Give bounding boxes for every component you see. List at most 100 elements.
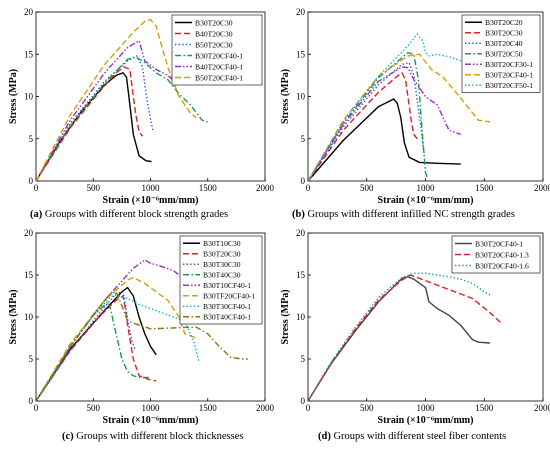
panel-b-y-tick-label: 0 (301, 176, 306, 186)
panel-d-chart: 0 500 1000 1500 2000 0 5 10 15 20 Strain (×10⁻⁶mm/… (280, 228, 550, 426)
panel-c-x-tick-label: 0 (34, 403, 39, 413)
caption-c-label: (c) (62, 431, 74, 442)
panel-c-x-axis-label: Strain (×10⁻⁶mm/mm) (103, 415, 199, 426)
panel-d-y-axis-label: Stress (MPa) (280, 289, 291, 344)
panel-c-legend-label: B30T30CF40-1 (203, 302, 251, 311)
panel-b-y-tick-label: 15 (296, 49, 306, 59)
panel-d-y-tick-label: 20 (296, 228, 306, 238)
panel-b-series-line-5 (308, 66, 462, 181)
caption-b-text: Groups with different infilled NC streng… (307, 209, 515, 220)
caption-a: (a) Groups with different block strength… (30, 209, 228, 220)
panel-c-y-axis-label: Stress (MPa) (8, 289, 19, 344)
panel-a-y-tick-label: 5 (29, 134, 34, 144)
panel-a-series-line-6 (36, 18, 197, 181)
panel-a-legend-label: B30T20CF40-1 (195, 51, 243, 60)
panel-b-x-tick-label: 500 (360, 183, 374, 193)
panel-c-y-tick-label: 0 (29, 396, 34, 406)
panel-d-legend-label: B30T20CF40-1 (475, 239, 523, 248)
panel-c-legend-label: B30TF20CF40-1 (203, 292, 256, 301)
panel-d-x-tick-label: 2000 (534, 403, 550, 413)
panel-a-x-tick-label: 500 (87, 183, 101, 193)
panel-c-legend-label: B30T40CF40-1 (203, 313, 251, 322)
panel-c-series-line-1 (36, 286, 157, 401)
panel-b-x-tick-label: 0 (306, 183, 311, 193)
panel-d-y-tick-label: 0 (301, 396, 306, 406)
panel-a-y-tick-label: 15 (24, 49, 34, 59)
panel-b-y-axis-label: Stress (MPa) (280, 69, 291, 124)
panel-c-chart: 0 500 1000 1500 2000 0 5 10 15 20 Strain (×10⁻⁶mm/… (8, 228, 275, 426)
caption-c: (c) Groups with different block thicknes… (62, 431, 243, 442)
panel-c-legend-label: B30T10CF40-1 (203, 281, 251, 290)
panel-a-x-axis-label: Strain (×10⁻⁶mm/mm) (103, 195, 199, 206)
panel-c-y-tick-label: 20 (24, 228, 34, 238)
panel-d-series-line-1 (308, 275, 491, 401)
panel-c-y-tick-label: 15 (24, 270, 34, 280)
panel-b-legend-box (461, 14, 541, 93)
panel-b-legend-label: B30T20C50 (485, 50, 523, 59)
panel-c-series-line-3 (36, 290, 137, 401)
panel-b-chart: 0 500 1000 1500 2000 0 5 10 15 20 Strain (×10⁻⁶mm/… (280, 7, 550, 206)
panel-a-x-tick-label: 1500 (199, 183, 218, 193)
panel-b-x-tick-label: 1000 (417, 183, 436, 193)
panel-a-series-line-2 (36, 66, 144, 181)
panel-a-y-tick-label: 20 (24, 7, 34, 17)
panel-d-legend-label: B30T20CF40-1.3 (475, 250, 529, 259)
caption-d-label: (d) (318, 431, 331, 442)
caption-b-label: (b) (292, 209, 305, 220)
caption-a-label: (a) (30, 209, 43, 220)
caption-b: (b) Groups with different infilled NC st… (292, 209, 515, 220)
panel-b-series-line-6 (308, 53, 491, 181)
panel-d-x-tick-label: 1500 (475, 403, 494, 413)
panel-a-series-line-3 (36, 54, 154, 181)
panel-b-y-tick-label: 20 (296, 7, 306, 17)
panel-a-legend-box (171, 14, 263, 86)
panel-c-series-line-7 (36, 294, 200, 401)
panel-b-y-tick-label: 10 (296, 92, 306, 102)
panel-c-x-tick-label: 500 (87, 403, 101, 413)
panel-d-x-tick-label: 0 (306, 403, 311, 413)
panel-d-x-tick-label: 500 (360, 403, 374, 413)
panel-a-legend-label: B30T20C30 (195, 18, 233, 27)
panel-a-legend-label: B50T20CF40-1 (195, 73, 243, 82)
panel-b-y-tick-label: 5 (301, 134, 306, 144)
panel-c-series-line-2 (36, 294, 157, 401)
panel-d-x-tick-label: 1000 (417, 403, 436, 413)
panel-c-y-tick-label: 10 (24, 312, 34, 322)
panel-d-y-tick-label: 10 (296, 312, 306, 322)
panel-b-legend-label: B30T20C30 (485, 29, 523, 38)
panel-c-series-line-4 (36, 300, 151, 401)
panel-c-x-tick-label: 1500 (199, 403, 218, 413)
panel-b-x-axis-label: Strain (×10⁻⁶mm/mm) (378, 195, 474, 206)
panel-c-series-line-6 (36, 276, 197, 401)
panel-b-series-line-7 (308, 32, 491, 181)
panel-c-series-line-8 (36, 290, 248, 401)
panel-a-legend-label: B50T20C30 (195, 40, 233, 49)
panel-b-legend-label: B30T20CF30-1 (485, 60, 533, 69)
panel-c-series-line-5 (36, 259, 197, 401)
panel-b-x-tick-label: 2000 (534, 183, 550, 193)
panel-a-x-tick-label: 2000 (256, 183, 275, 193)
panel-c-x-tick-label: 2000 (256, 403, 275, 413)
panel-b-x-tick-label: 1500 (475, 183, 494, 193)
panel-a-y-axis-label: Stress (MPa) (8, 69, 19, 124)
panel-d-series-line-2 (308, 274, 503, 401)
panel-c-legend-label: B30T40C30 (203, 271, 241, 280)
panel-d-y-tick-label: 5 (301, 354, 306, 364)
panel-c-legend-label: B30T20C30 (203, 250, 241, 259)
panel-a-x-tick-label: 0 (34, 183, 39, 193)
panel-c-y-tick-label: 5 (29, 354, 34, 364)
panel-d-legend-box (451, 235, 541, 274)
caption-a-text: Groups with different block strength gra… (44, 209, 229, 220)
panel-c-legend-label: B30T10C30 (203, 239, 241, 248)
panel-d-y-tick-label: 15 (296, 270, 306, 280)
panel-b-legend-label: B30T20C20 (485, 18, 523, 27)
caption-d: (d) Groups with different steel fiber co… (318, 431, 506, 442)
panel-a-legend-label: B40T20CF40-1 (195, 62, 243, 71)
panel-a-y-tick-label: 10 (24, 92, 34, 102)
panel-b-series-line-1 (308, 98, 461, 181)
caption-c-text: Groups with different block thicknesses (76, 431, 244, 442)
panel-a-legend-label: B40T20C30 (195, 29, 233, 38)
panel-a-x-tick-label: 1000 (142, 183, 161, 193)
panel-b-legend-label: B30T20CF40-1 (485, 71, 533, 80)
